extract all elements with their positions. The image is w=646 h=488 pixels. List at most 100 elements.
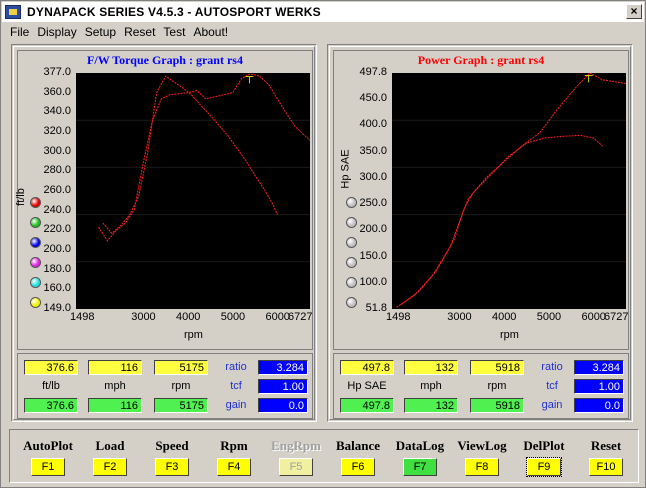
fkey-button-f1[interactable]: F1 [31, 458, 65, 476]
power-ratio-label: ratio [541, 361, 563, 373]
torque-color-dot[interactable] [30, 217, 41, 228]
torque-rpm-label: rpm [171, 380, 191, 392]
fkey-label: Load [95, 438, 125, 453]
menu-setup[interactable]: Setup [84, 25, 117, 39]
power-color-dot[interactable] [346, 237, 357, 248]
power-ytick: 400.0 [359, 118, 387, 131]
fkey-f3: Speed F3 [142, 430, 202, 476]
fkey-label: Reset [590, 438, 622, 453]
torque-ytick: 360.0 [43, 85, 71, 98]
torque-ytick: 149.0 [43, 302, 71, 314]
torque-color-dot[interactable] [30, 297, 41, 308]
power-value-green: 497.8 [340, 398, 394, 413]
fkey-label: EngRpm [271, 438, 321, 453]
torque-ytick: 240.0 [43, 203, 71, 216]
fkey-button-f3[interactable]: F3 [155, 458, 189, 476]
fkey-label: AutoPlot [23, 438, 73, 453]
power-panel: Power Graph : grant rs4 Hp SAE 497.8 450.… [327, 44, 633, 422]
fkey-f9: DelPlot F9 [514, 430, 574, 477]
power-xlabel: rpm [500, 329, 519, 341]
power-plot[interactable]: ┬ [392, 70, 627, 309]
power-color-dot[interactable] [346, 257, 357, 268]
torque-ytick: 220.0 [43, 223, 71, 236]
menu-reset[interactable]: Reset [124, 25, 156, 39]
power-mph-green: 132 [404, 398, 458, 413]
torque-ytick: 160.0 [43, 282, 71, 295]
torque-ytick: 377.0 [43, 66, 71, 78]
menu-bar: File Display Setup Reset Test About! [2, 23, 644, 41]
power-value: 497.8 [340, 360, 394, 375]
torque-mph-green: 116 [88, 398, 142, 413]
torque-ytick: 280.0 [43, 164, 71, 177]
fkey-label: DataLog [395, 438, 445, 453]
fkey-button-f6[interactable]: F6 [341, 458, 375, 476]
power-plot-svg: ┬ [392, 70, 627, 308]
torque-ytick: 260.0 [43, 184, 71, 196]
torque-color-dot[interactable] [30, 197, 41, 208]
power-ytick: 497.8 [359, 66, 387, 78]
fkey-button-f2[interactable]: F2 [93, 458, 127, 476]
fkey-button-f4[interactable]: F4 [217, 458, 251, 476]
torque-mph-value: 116 [88, 360, 142, 375]
power-tcf-value[interactable]: 1.00 [574, 379, 624, 394]
torque-value-green: 376.6 [24, 398, 78, 413]
fkey-f8: ViewLog F8 [452, 430, 512, 476]
fkey-button-f8[interactable]: F8 [465, 458, 499, 476]
torque-color-dot[interactable] [30, 237, 41, 248]
power-color-dot[interactable] [346, 197, 357, 208]
torque-mph-label: mph [104, 380, 126, 392]
torque-ylabel: ft/lb [14, 188, 27, 206]
power-xtick: 6727 [604, 311, 629, 323]
torque-tcf-value[interactable]: 1.00 [258, 379, 308, 394]
power-ratio-value[interactable]: 3.284 [574, 360, 624, 375]
fkey-f1: AutoPlot F1 [18, 430, 78, 476]
torque-unit-label: ft/lb [42, 380, 60, 392]
power-ytick: 200.0 [359, 223, 387, 236]
torque-xtick: 4000 [175, 311, 201, 323]
menu-display[interactable]: Display [37, 25, 77, 39]
close-button[interactable]: × [626, 4, 642, 19]
power-xtick: 4000 [491, 311, 517, 323]
torque-graph-box: F/W Torque Graph : grant rs4 ft/lb 377.0… [14, 50, 313, 350]
power-mph-value: 132 [404, 360, 458, 375]
torque-ratio-label: ratio [225, 361, 247, 373]
torque-ytick: 300.0 [43, 144, 71, 157]
power-ytick: 250.0 [359, 197, 387, 210]
menu-test[interactable]: Test [163, 25, 186, 39]
torque-xtick: 6727 [288, 311, 313, 323]
torque-xlabel: rpm [184, 329, 203, 341]
torque-color-dot[interactable] [30, 257, 41, 268]
power-graph-title: Power Graph : grant rs4 [417, 53, 545, 67]
power-ytick: 300.0 [359, 170, 387, 183]
torque-ytick: 340.0 [43, 105, 71, 118]
fkey-button-f5[interactable]: F5 [279, 458, 313, 476]
fkey-f2: Load F2 [80, 430, 140, 476]
torque-gain-value[interactable]: 0.0 [258, 398, 308, 413]
torque-value: 376.6 [24, 360, 78, 375]
fkey-label: Speed [155, 438, 189, 453]
power-ylabel: Hp SAE [339, 149, 352, 189]
power-gain-value[interactable]: 0.0 [574, 398, 624, 413]
torque-series-line-0 [98, 73, 311, 242]
power-series-line-0 [396, 72, 627, 308]
power-color-dot[interactable] [346, 217, 357, 228]
fkey-button-f10[interactable]: F10 [589, 458, 623, 476]
fkey-label: Rpm [220, 438, 248, 453]
torque-color-dot[interactable] [30, 277, 41, 288]
fkey-f5: EngRpm F5 [266, 430, 326, 476]
menu-file[interactable]: File [10, 25, 30, 39]
power-rpm-value: 5918 [470, 360, 524, 375]
menu-about[interactable]: About! [193, 25, 229, 39]
fkey-button-f7[interactable]: F7 [403, 458, 437, 476]
power-color-dot[interactable] [346, 297, 357, 308]
torque-ratio-value[interactable]: 3.284 [258, 360, 308, 375]
title-bar[interactable]: DYNAPACK SERIES V4.5.3 - AUTOSPORT WERKS… [2, 2, 644, 22]
fkey-button-f9[interactable]: F9 [526, 457, 562, 477]
power-mph-label: mph [420, 380, 442, 392]
torque-rpm-value: 5175 [154, 360, 208, 375]
power-color-dot[interactable] [346, 277, 357, 288]
power-ytick: 450.0 [359, 92, 387, 105]
torque-plot[interactable]: ┬ [76, 71, 311, 309]
fkey-f7: DataLog F7 [390, 430, 450, 476]
power-graph-box: Power Graph : grant rs4 Hp SAE 497.8 450.… [333, 50, 629, 350]
